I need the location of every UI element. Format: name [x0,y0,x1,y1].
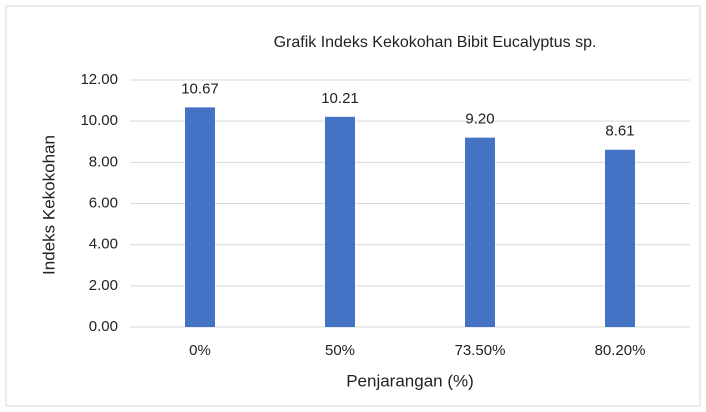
data-label: 10.21 [321,90,359,107]
y-tick-label: 2.00 [89,277,118,294]
x-tick-label: 50% [325,342,355,359]
chart-title: Grafik Indeks Kekokohan Bibit Eucalyptus… [274,34,597,51]
y-tick-label: 8.00 [89,153,118,170]
data-label: 10.67 [181,80,219,97]
y-tick-label: 6.00 [89,194,118,211]
bar [325,116,355,327]
y-axis-label: Indeks Kekokohan [39,135,58,275]
bar [465,137,495,327]
y-tick-label: 4.00 [89,236,118,253]
bar [605,149,635,327]
x-axis-label: Penjarangan (%) [346,371,474,390]
y-tick-label: 0.00 [89,318,118,335]
data-label: 9.20 [465,111,494,128]
x-tick-label: 73.50% [455,342,506,359]
y-tick-label: 12.00 [80,71,118,88]
y-tick-label: 10.00 [80,112,118,129]
bar [185,107,215,328]
x-tick-label: 0% [189,342,211,359]
data-label: 8.61 [605,123,634,140]
x-tick-label: 80.20% [595,342,646,359]
